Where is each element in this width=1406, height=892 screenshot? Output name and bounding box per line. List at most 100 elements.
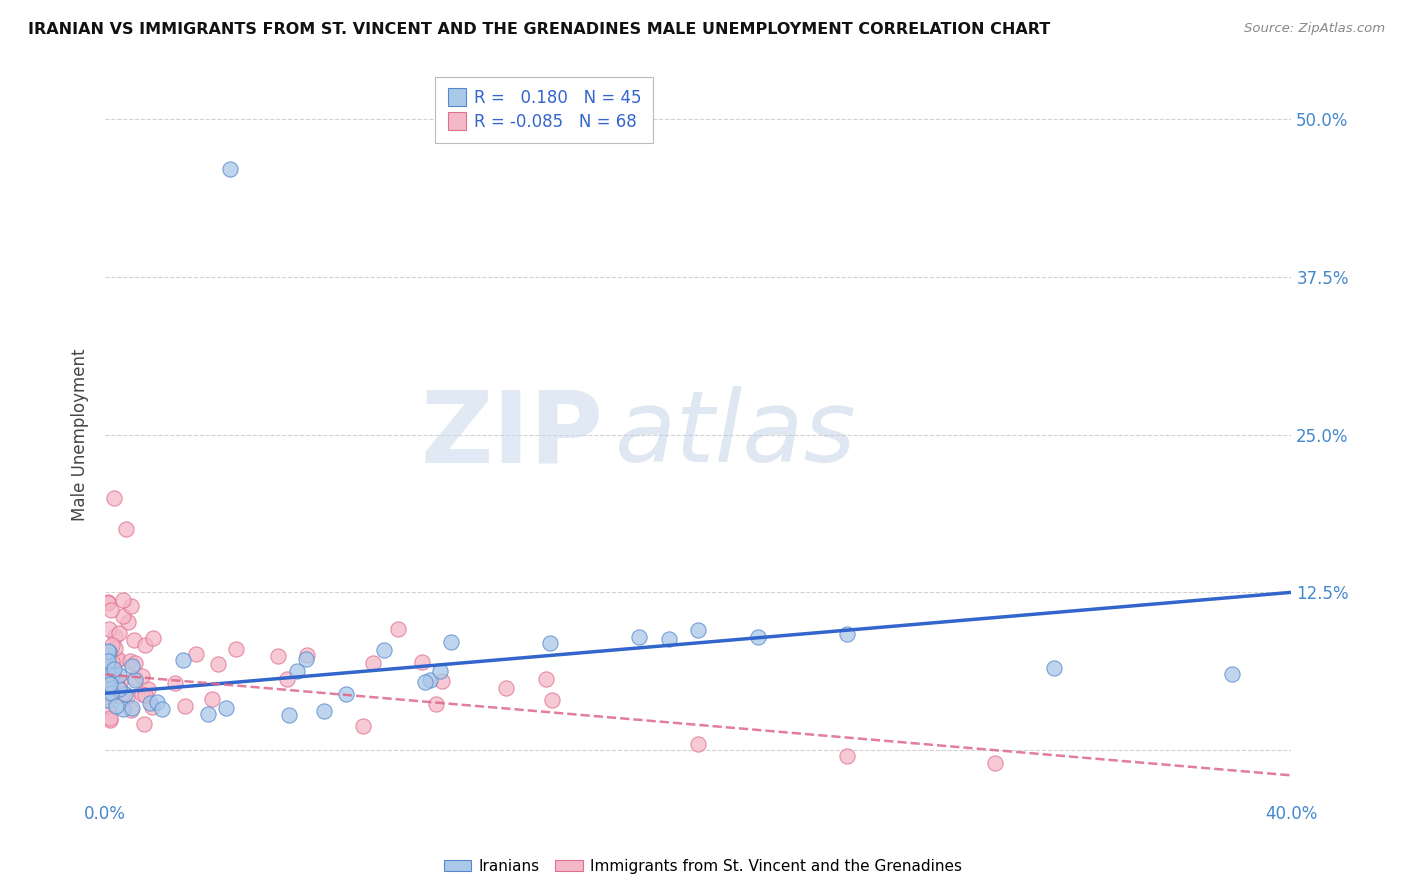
- Point: [101, 655, 124, 669]
- Point: [114, 687, 136, 701]
- Point: [218, 162, 240, 177]
- Point: [688, 624, 710, 638]
- Point: [139, 697, 162, 711]
- Point: [627, 630, 650, 644]
- Point: [97, 595, 120, 609]
- Point: [105, 699, 128, 714]
- Point: [432, 674, 454, 689]
- Point: [295, 648, 318, 662]
- Point: [215, 701, 238, 715]
- Point: [112, 593, 135, 607]
- Point: [134, 638, 156, 652]
- Point: [984, 756, 1007, 770]
- Point: [1043, 661, 1066, 675]
- Point: [411, 655, 433, 669]
- Text: atlas: atlas: [616, 386, 856, 483]
- Point: [658, 632, 681, 646]
- Point: [495, 681, 517, 696]
- Text: Source: ZipAtlas.com: Source: ZipAtlas.com: [1244, 22, 1385, 36]
- Point: [124, 656, 146, 670]
- Text: IRANIAN VS IMMIGRANTS FROM ST. VINCENT AND THE GRENADINES MALE UNEMPLOYMENT CORR: IRANIAN VS IMMIGRANTS FROM ST. VINCENT A…: [28, 22, 1050, 37]
- Point: [134, 688, 156, 702]
- Point: [335, 687, 357, 701]
- Point: [108, 675, 131, 690]
- Point: [534, 672, 557, 686]
- Point: [97, 644, 120, 658]
- Point: [97, 667, 120, 681]
- Point: [141, 699, 163, 714]
- Point: [146, 694, 169, 708]
- Point: [295, 652, 318, 666]
- Point: [184, 648, 207, 662]
- Point: [835, 749, 858, 764]
- Point: [1220, 667, 1243, 681]
- Point: [100, 603, 122, 617]
- Point: [688, 737, 710, 751]
- Point: [132, 717, 155, 731]
- Point: [131, 687, 153, 701]
- Point: [112, 609, 135, 624]
- Point: [266, 649, 288, 664]
- Point: [107, 682, 129, 697]
- Point: [163, 676, 186, 690]
- Point: [361, 656, 384, 670]
- Point: [97, 688, 120, 702]
- Point: [97, 676, 120, 690]
- Point: [97, 654, 120, 668]
- Point: [352, 719, 374, 733]
- Point: [419, 673, 441, 687]
- Point: [101, 689, 124, 703]
- Point: [117, 615, 139, 629]
- Point: [98, 711, 121, 725]
- Point: [540, 693, 562, 707]
- Point: [413, 675, 436, 690]
- Point: [101, 666, 124, 681]
- Point: [115, 522, 138, 536]
- Point: [538, 636, 561, 650]
- Point: [387, 622, 409, 636]
- Point: [312, 704, 335, 718]
- Point: [201, 692, 224, 706]
- Point: [97, 656, 120, 670]
- Point: [104, 640, 127, 655]
- Point: [104, 629, 127, 643]
- Point: [97, 596, 120, 610]
- Point: [124, 672, 146, 686]
- Point: [101, 664, 124, 678]
- Point: [150, 702, 173, 716]
- Point: [276, 672, 298, 686]
- Point: [121, 701, 143, 715]
- Point: [197, 707, 219, 722]
- Point: [103, 491, 125, 505]
- Point: [429, 664, 451, 678]
- Point: [97, 692, 120, 706]
- Point: [120, 703, 142, 717]
- Legend: Iranians, Immigrants from St. Vincent and the Grenadines: Iranians, Immigrants from St. Vincent an…: [437, 853, 969, 880]
- Point: [835, 627, 858, 641]
- Point: [172, 653, 194, 667]
- Point: [107, 680, 129, 694]
- Point: [122, 633, 145, 648]
- Point: [425, 698, 447, 712]
- Point: [97, 665, 120, 680]
- Point: [142, 631, 165, 645]
- Point: [97, 672, 120, 686]
- Point: [117, 690, 139, 704]
- Point: [174, 698, 197, 713]
- Point: [107, 652, 129, 666]
- Point: [98, 713, 121, 727]
- Point: [97, 645, 120, 659]
- Point: [97, 682, 120, 697]
- Point: [103, 662, 125, 676]
- Point: [108, 668, 131, 682]
- Point: [373, 643, 395, 657]
- Point: [97, 622, 120, 636]
- Point: [136, 681, 159, 696]
- Point: [100, 686, 122, 700]
- Y-axis label: Male Unemployment: Male Unemployment: [72, 348, 89, 521]
- Point: [105, 653, 128, 667]
- Point: [131, 669, 153, 683]
- Point: [112, 702, 135, 716]
- Point: [97, 704, 120, 718]
- Point: [101, 638, 124, 652]
